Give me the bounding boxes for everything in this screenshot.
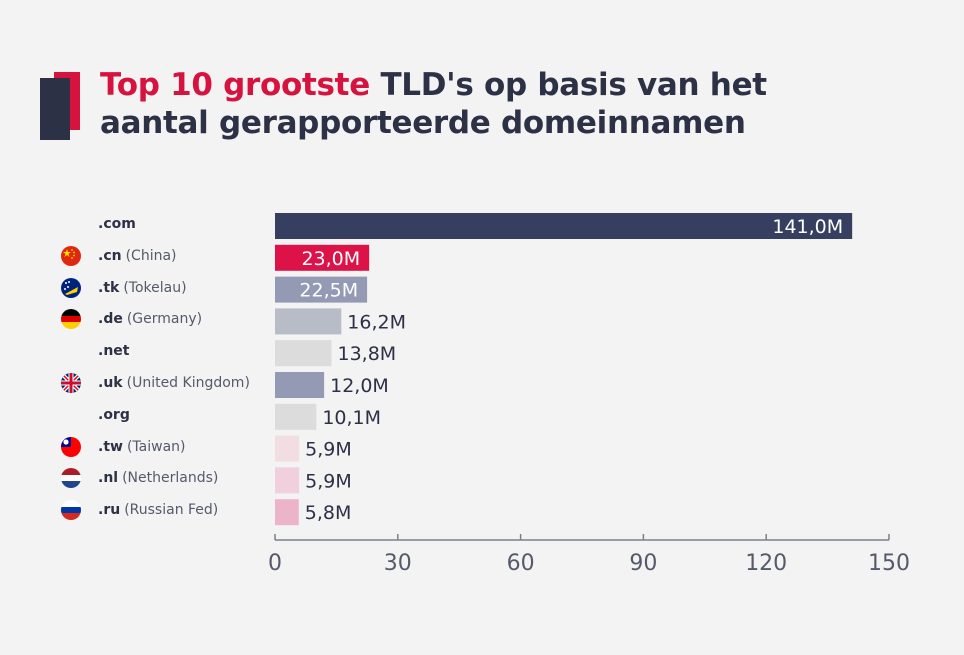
tld-name: .uk xyxy=(98,375,123,391)
tld-name: .nl xyxy=(98,470,119,487)
netherlands-flag-icon xyxy=(61,468,81,489)
x-tick-label: 60 xyxy=(507,551,535,576)
russia-flag-icon xyxy=(61,500,81,521)
brand-logo xyxy=(40,72,80,140)
tld-name: .com xyxy=(98,216,136,232)
x-tick-label: 0 xyxy=(268,551,282,576)
title-line2: aantal gerapporteerde domeinnamen xyxy=(100,105,746,141)
country-name: (Netherlands) xyxy=(122,470,219,487)
bar-value-label: 141,0M xyxy=(772,216,843,238)
bar xyxy=(275,213,853,239)
title-rest: TLD's op basis van het xyxy=(380,67,767,103)
country-name: (China) xyxy=(125,247,177,264)
bar-value-label: 5,8M xyxy=(305,502,352,524)
x-tick-label: 30 xyxy=(384,551,412,576)
bar-value-label: 16,2M xyxy=(347,311,406,333)
category-label: .ru (Russian Fed) xyxy=(98,500,218,520)
germany-flag-icon xyxy=(61,309,81,330)
tld-name: .net xyxy=(98,343,130,360)
bar xyxy=(275,499,299,526)
tld-name: .cn xyxy=(98,247,122,264)
bar-value-label: 23,0M xyxy=(301,248,360,270)
bar xyxy=(275,435,300,462)
country-name: (Tokelau) xyxy=(123,279,187,296)
bar-value-label: 12,0M xyxy=(330,375,389,397)
bar xyxy=(275,276,368,303)
country-name: (Germany) xyxy=(126,311,203,328)
category-label: .tw (Taiwan) xyxy=(98,437,185,457)
category-label: .cn (China) xyxy=(98,246,177,266)
bar xyxy=(275,308,342,335)
bar-value-label: 5,9M xyxy=(305,439,352,461)
bar-value-label: 22,5M xyxy=(299,280,358,302)
country-name: (Taiwan) xyxy=(126,438,186,455)
category-label: .org xyxy=(98,405,130,425)
category-label: .de (Germany) xyxy=(98,309,202,329)
tld-name: .org xyxy=(98,406,130,423)
bar xyxy=(275,403,317,430)
category-label: .nl (Netherlands) xyxy=(98,468,218,488)
tokelau-flag-icon xyxy=(61,277,81,298)
taiwan-flag-icon xyxy=(61,436,81,457)
country-name: (United Kingdom) xyxy=(126,375,250,391)
china-flag-icon xyxy=(61,245,81,266)
tld-name: .tw xyxy=(98,438,123,455)
bar xyxy=(275,467,300,494)
country-name: (Russian Fed) xyxy=(124,502,219,519)
x-tick-label: 120 xyxy=(745,551,787,576)
x-tick-label: 150 xyxy=(868,551,910,576)
uk-flag-icon xyxy=(61,373,81,393)
x-tick-label: 90 xyxy=(629,551,657,576)
chart-title: Top 10 grootste TLD's op basis van het a… xyxy=(100,66,767,142)
tld-name: .tk xyxy=(98,279,120,296)
tld-name: .ru xyxy=(98,502,121,519)
bar-value-label: 5,9M xyxy=(305,470,352,492)
category-label: .net xyxy=(98,341,129,361)
bar-value-label: 10,1M xyxy=(322,407,381,429)
tld-name: .de xyxy=(98,311,123,328)
bar xyxy=(275,340,332,367)
category-label: .com xyxy=(98,214,136,234)
bar-value-label: 13,8M xyxy=(337,343,396,365)
category-label: .tk (Tokelau) xyxy=(98,278,187,298)
category-label: .uk (United Kingdom) xyxy=(98,373,250,393)
bar xyxy=(275,372,325,398)
bar xyxy=(275,244,370,271)
title-accent: Top 10 grootste xyxy=(100,67,370,103)
